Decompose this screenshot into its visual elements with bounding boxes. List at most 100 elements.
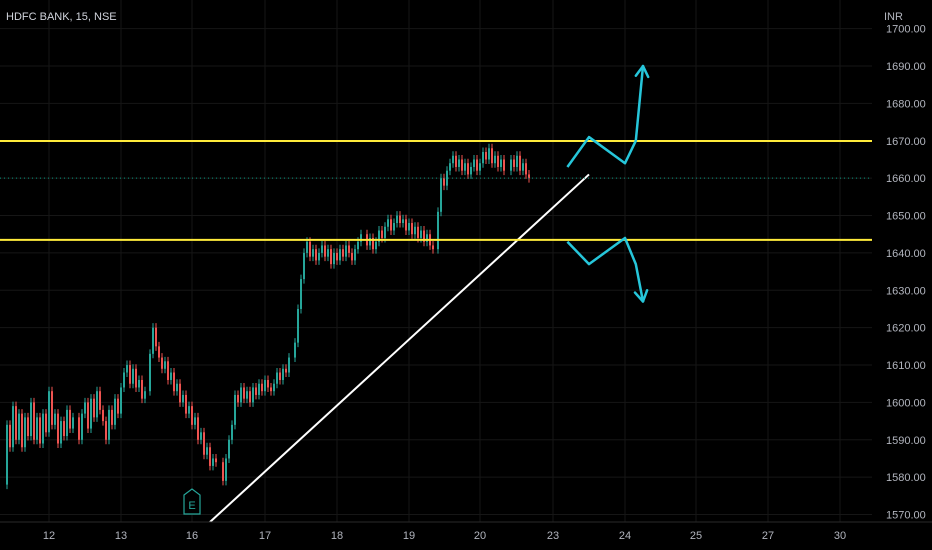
projection-arrowhead [633,291,645,303]
candle-body [228,439,230,459]
candle-body [485,152,487,160]
candle-body [182,394,184,403]
candle-body [191,406,193,425]
candle-body [21,413,23,448]
candle-body [267,379,269,388]
candle-body [179,383,181,403]
candle-body [282,368,284,380]
candle-body [294,342,296,358]
candle-body [479,163,481,171]
candle-body [51,391,53,425]
candle-body [72,417,74,429]
candle-body [333,252,335,265]
candle-body [497,155,499,167]
candle-body [45,413,47,433]
candle-body [39,417,41,444]
price-tick-label: 1690.00 [886,61,926,73]
candle-body [135,368,137,388]
candle-body [209,447,211,466]
candle-body [18,413,20,440]
candle-body [309,241,311,257]
candle-body [452,155,454,164]
time-axis[interactable]: 12 13 16 17 18 19 20 23 24 25 27 30 [0,521,932,550]
candle-body [396,215,398,224]
candle-body [87,402,89,429]
projection-path [566,65,645,168]
candle-body [491,148,493,164]
time-tick-label: 12 [43,530,55,542]
candle-body [188,406,190,414]
candle-body [303,252,305,280]
projection-arrowhead [634,64,645,77]
candle-body [528,174,530,179]
candle-body [206,447,208,455]
candle-body [354,249,356,261]
candle-body [240,387,242,403]
candle-body [15,406,17,440]
price-tick-label: 1590.00 [886,435,926,447]
candle-body [126,365,128,373]
candle-body [99,391,101,410]
candle-body [69,409,71,429]
candle-body [375,241,377,250]
price-axis[interactable]: 1570.00 1580.00 1590.00 1600.00 1610.00 1620.… [872,0,932,550]
candle-body [173,372,175,392]
candle-body [449,163,451,171]
candle-body [176,383,178,392]
candle-body [318,252,320,261]
candle-body [132,368,134,384]
candle-body [330,249,332,265]
candle-body [500,159,502,167]
candle-body [420,230,422,238]
candle-body [417,226,419,238]
horizontal-levels: 1669.951643.501660.00 [0,132,928,248]
candle-body [516,155,518,167]
candle-body [378,230,380,242]
time-tick-label: 25 [690,530,702,542]
candle-body [225,458,227,481]
candle-body [24,417,26,448]
candle-body [470,166,472,175]
currency-label: INR [884,11,903,23]
candle-body [437,211,439,250]
candle-body [63,421,65,437]
projection-arrowhead [641,64,650,79]
candle-body [114,398,116,425]
time-axis-background [0,522,932,550]
price-tick-label: 1600.00 [886,397,926,409]
candle-body [321,245,323,253]
candle-body [194,417,196,425]
candle-body [90,398,92,429]
candle-body [42,413,44,444]
candle-body [54,413,56,425]
candle-body [246,391,248,399]
candle-body [402,219,404,224]
candle-body [324,245,326,257]
candle-body [81,413,83,440]
time-tick-label: 24 [619,530,631,542]
candle-body [108,409,110,440]
candle-body [342,249,344,257]
candle-body [252,387,254,403]
projection-path [566,236,645,302]
candle-body [455,155,457,167]
symbol-title: HDFC BANK, 15, NSE [6,11,117,23]
candle-body [387,219,389,227]
time-tick-label: 19 [403,530,415,542]
candle-body [345,245,347,257]
candle-body [327,249,329,257]
candle-body [33,402,35,440]
candle-body [336,252,338,261]
candle-body [408,223,410,231]
time-tick-label: 27 [762,530,774,542]
candle-body [9,424,11,448]
price-tick-label: 1580.00 [886,472,926,484]
earnings-marker [183,488,201,515]
price-tick-label: 1680.00 [886,98,926,110]
candle-body [348,245,350,253]
candle-body [273,383,275,392]
candle-body [440,178,442,212]
candle-body [141,379,143,399]
candle-body [399,215,401,224]
